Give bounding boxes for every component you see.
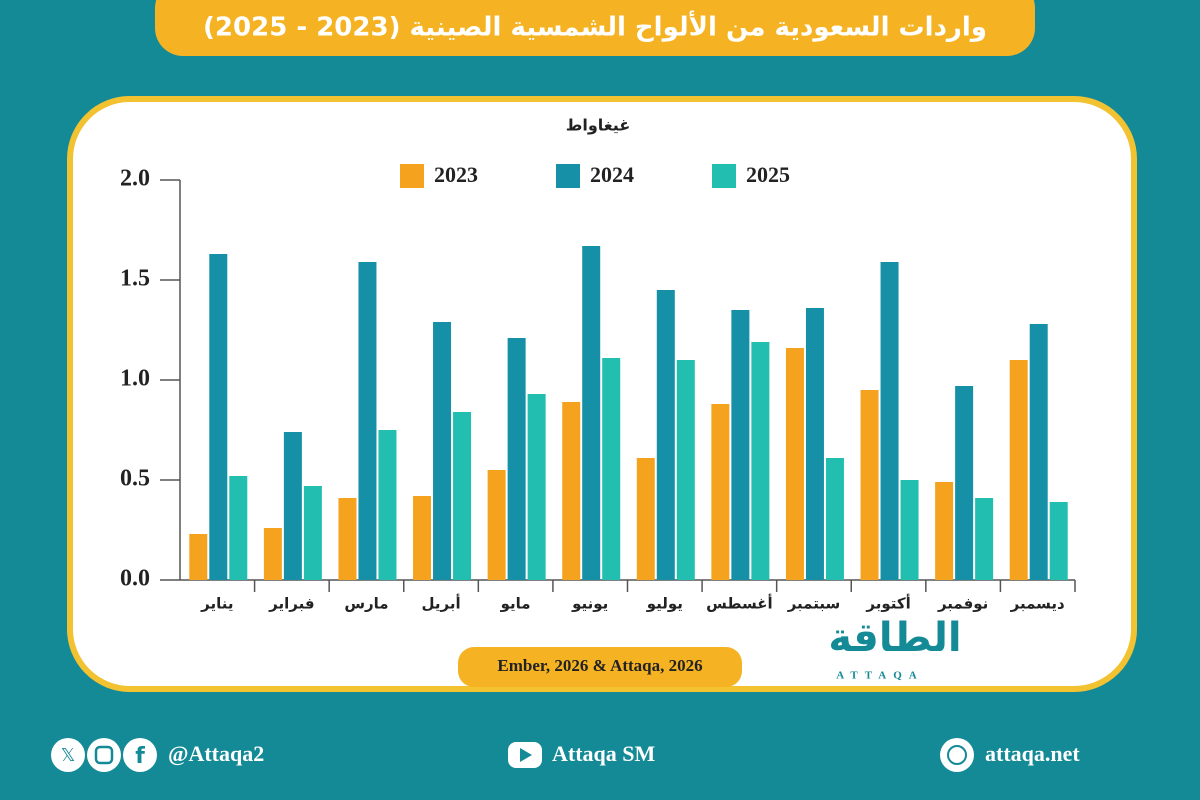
- youtube-play: [520, 748, 532, 762]
- x-tick-label: يوليو: [646, 595, 683, 613]
- bar: [189, 534, 208, 580]
- x-tick-label: يناير: [200, 595, 233, 613]
- y-tick-label: 0.5: [120, 466, 150, 492]
- web-glyph: [947, 745, 967, 765]
- bar: [805, 308, 824, 580]
- instagram-icon: [87, 738, 121, 772]
- x-tick-label: فبراير: [268, 595, 314, 613]
- bar: [433, 322, 452, 580]
- y-tick-label: 0.0: [120, 566, 150, 592]
- web-icon: [940, 738, 974, 772]
- bar: [263, 528, 282, 580]
- bar: [413, 496, 432, 580]
- bar: [303, 486, 322, 580]
- bar: [229, 476, 248, 580]
- x-tick-label: يونيو: [571, 595, 608, 613]
- bar: [636, 458, 655, 580]
- source-box: [458, 647, 742, 687]
- facebook-icon: [123, 738, 157, 772]
- bar: [358, 262, 377, 580]
- x-tick-label: أكتوبر: [865, 594, 910, 613]
- bar: [935, 482, 954, 580]
- bar: [378, 430, 397, 580]
- bar: [527, 394, 546, 580]
- x-glyph: 𝕏: [61, 745, 76, 766]
- bar: [825, 458, 844, 580]
- facebook-glyph: f: [135, 744, 145, 769]
- legend-label: 2024: [590, 162, 634, 187]
- legend-label: 2023: [434, 162, 478, 187]
- legend-swatch: [400, 164, 424, 188]
- chart-title: واردات السعودية من الألواح الشمسية الصين…: [203, 11, 987, 43]
- instagram-glyph: [94, 745, 114, 765]
- bar: [880, 262, 899, 580]
- x-tick-label: نوفمبر: [937, 595, 988, 613]
- x-tick-label: أبريل: [421, 594, 460, 613]
- y-tick-label: 1.0: [120, 366, 150, 392]
- x-tick-label: مايو: [500, 595, 531, 613]
- legend-label: 2025: [746, 162, 790, 187]
- bar: [900, 480, 919, 580]
- y-tick-label: 1.5: [120, 266, 150, 292]
- legend-swatch: [712, 164, 736, 188]
- y-tick-label: 2.0: [120, 166, 150, 192]
- bar: [955, 386, 974, 580]
- bar: [338, 498, 357, 580]
- bar: [785, 348, 804, 580]
- bar: [656, 290, 675, 580]
- website: attaqa.net: [985, 741, 1080, 766]
- x-tick-label: ديسمبر: [1010, 595, 1065, 613]
- bar: [731, 310, 750, 580]
- bar: [1049, 502, 1068, 580]
- bar: [602, 358, 621, 580]
- source: Ember, 2026 & Attaqa, 2026: [497, 656, 702, 675]
- unit-label: غيغاواط: [566, 116, 631, 135]
- x-tick-label: أغسطس: [706, 594, 772, 613]
- bar: [751, 342, 770, 580]
- bar: [562, 402, 581, 580]
- plot: 0.0 0.5 1.0 1.5 2.0 2023 2024 2025 يناير فبراير ما…: [120, 162, 1076, 613]
- legend-swatch: [556, 164, 580, 188]
- x-tick-label: مارس: [344, 595, 388, 613]
- bar: [711, 404, 730, 580]
- bar: [582, 246, 601, 580]
- logo-text: الطاقة: [828, 615, 961, 661]
- title-banner: [155, 0, 1035, 56]
- bar: [487, 470, 506, 580]
- x-icon: [51, 738, 85, 772]
- bar: [1029, 324, 1048, 580]
- bar: [209, 254, 228, 580]
- bar: [453, 412, 472, 580]
- bar: [1009, 360, 1028, 580]
- bar: [676, 360, 695, 580]
- bar: [283, 432, 302, 580]
- bar: [975, 498, 994, 580]
- youtube-handle: Attaqa SM: [552, 741, 656, 766]
- x-tick-label: سبتمبر: [787, 595, 841, 613]
- social-handle: @Attaqa2: [168, 741, 264, 766]
- bar: [507, 338, 526, 580]
- logo-subtext: ATTAQA: [836, 670, 923, 682]
- bar: [860, 390, 879, 580]
